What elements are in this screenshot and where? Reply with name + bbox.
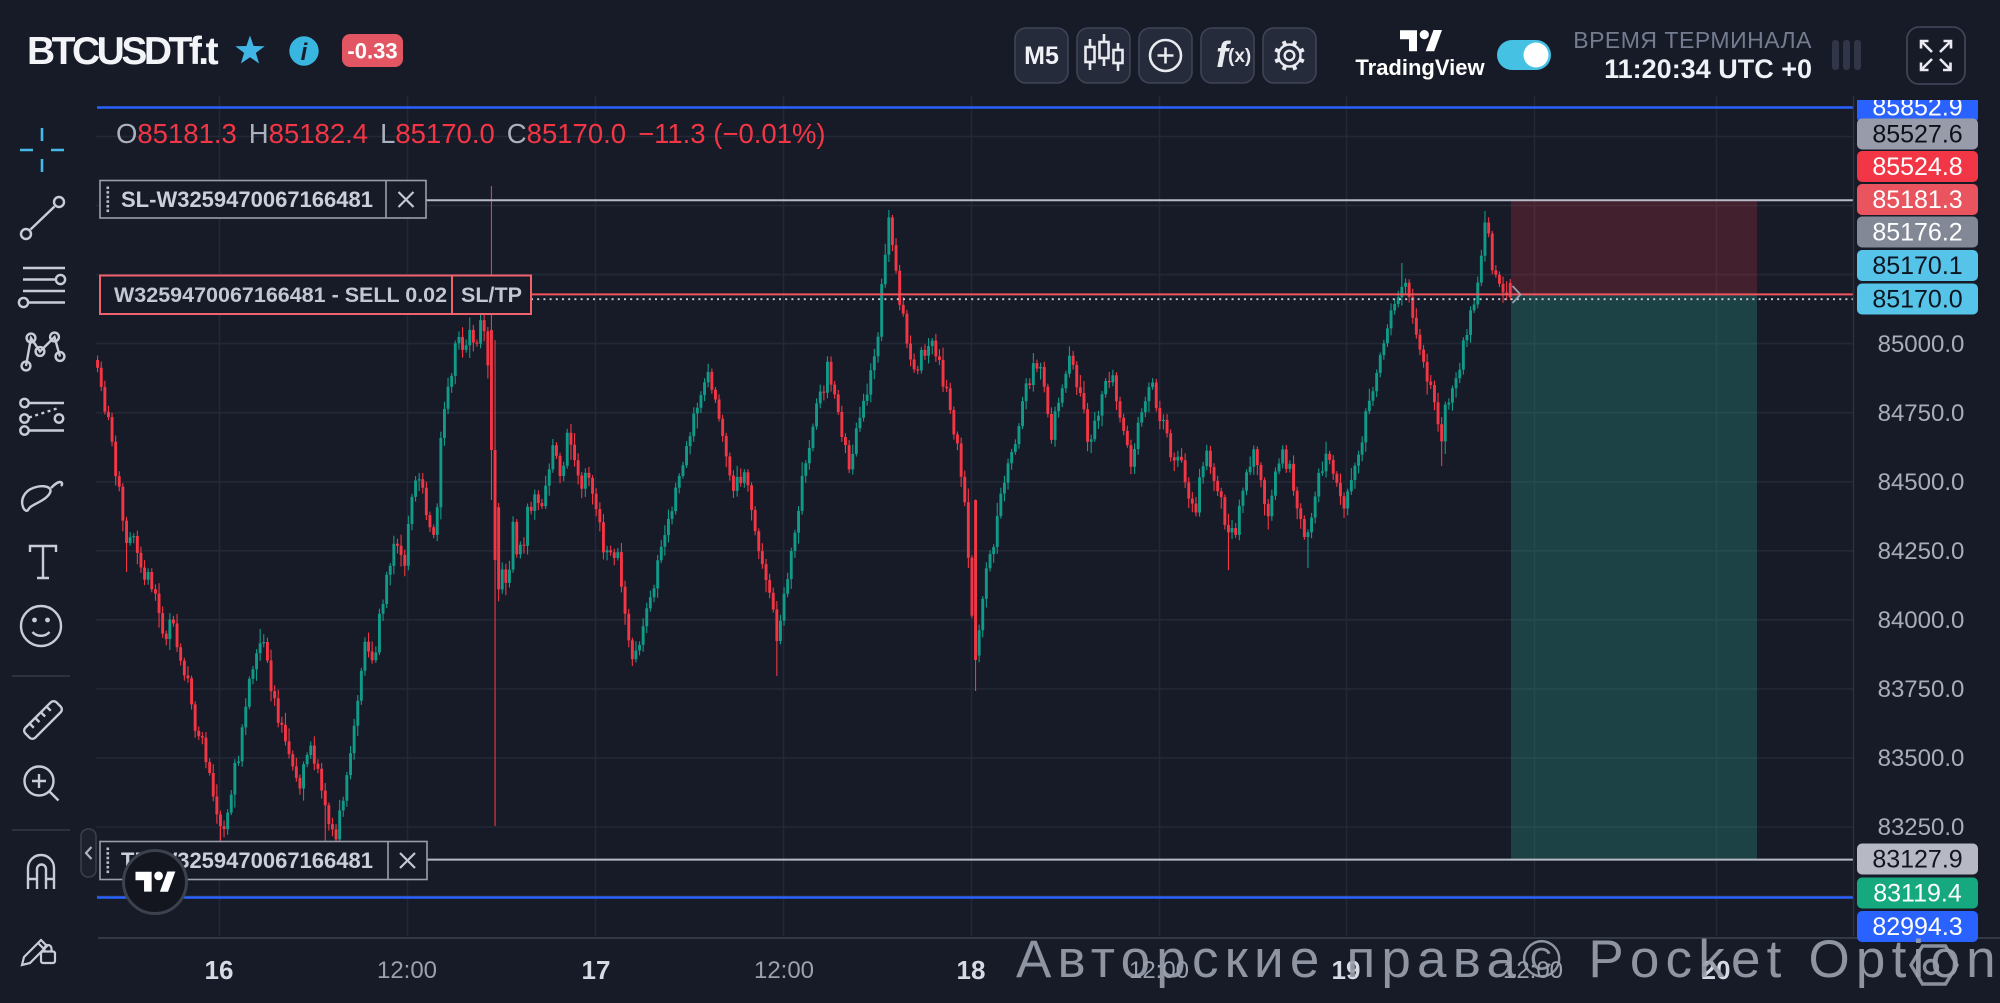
svg-text:84500.0: 84500.0	[1878, 469, 1965, 496]
svg-text:M5: M5	[1024, 42, 1059, 70]
svg-text:i: i	[301, 39, 309, 66]
svg-text:12:00: 12:00	[377, 957, 437, 984]
svg-text:20: 20	[1702, 955, 1731, 985]
svg-text:85170.0: 85170.0	[1872, 286, 1962, 314]
svg-text:17: 17	[582, 955, 611, 985]
svg-text:18: 18	[957, 955, 986, 985]
svg-text:16: 16	[205, 955, 234, 985]
svg-text:-0.33: -0.33	[347, 39, 397, 64]
svg-text:(x): (x)	[1228, 46, 1251, 67]
svg-text:83127.9: 83127.9	[1872, 846, 1962, 874]
svg-text:85527.6: 85527.6	[1872, 121, 1962, 149]
svg-text:85181.3: 85181.3	[1872, 186, 1962, 214]
svg-text:85524.8: 85524.8	[1872, 153, 1962, 181]
svg-text:12:00: 12:00	[754, 957, 814, 984]
svg-text:ВРЕМЯ ТЕРМИНАЛА: ВРЕМЯ ТЕРМИНАЛА	[1573, 27, 1812, 53]
svg-text:83250.0: 83250.0	[1878, 814, 1965, 841]
svg-text:83119.4: 83119.4	[1873, 880, 1962, 908]
svg-text:83500.0: 83500.0	[1878, 745, 1965, 772]
svg-text:SL-W3259470067166481: SL-W3259470067166481	[121, 187, 373, 212]
svg-text:TradingView: TradingView	[1355, 55, 1485, 80]
svg-text:12:00: 12:00	[1503, 957, 1563, 984]
svg-text:12:00: 12:00	[1129, 957, 1189, 984]
svg-text:19: 19	[1332, 955, 1361, 985]
svg-text:Авторские права© Pocket Option: Авторские права© Pocket Option	[1016, 930, 2000, 989]
svg-text:84000.0: 84000.0	[1878, 607, 1965, 634]
svg-text:82994.3: 82994.3	[1872, 913, 1962, 941]
svg-text:BTCUSDTf.t: BTCUSDTf.t	[27, 30, 219, 73]
svg-text:SL/TP: SL/TP	[461, 283, 522, 307]
svg-text:11:20:34 UTC +0: 11:20:34 UTC +0	[1604, 54, 1812, 84]
svg-text:85170.1: 85170.1	[1872, 252, 1962, 280]
svg-text:84250.0: 84250.0	[1878, 538, 1965, 565]
svg-text:84750.0: 84750.0	[1878, 400, 1965, 427]
svg-text:85176.2: 85176.2	[1872, 219, 1962, 247]
svg-text:83750.0: 83750.0	[1878, 676, 1965, 703]
svg-text:85000.0: 85000.0	[1878, 331, 1965, 358]
svg-text:85852.9: 85852.9	[1872, 94, 1962, 122]
svg-text:f: f	[1216, 34, 1231, 75]
svg-text:W3259470067166481 - SELL 0.02: W3259470067166481 - SELL 0.02	[114, 283, 447, 307]
